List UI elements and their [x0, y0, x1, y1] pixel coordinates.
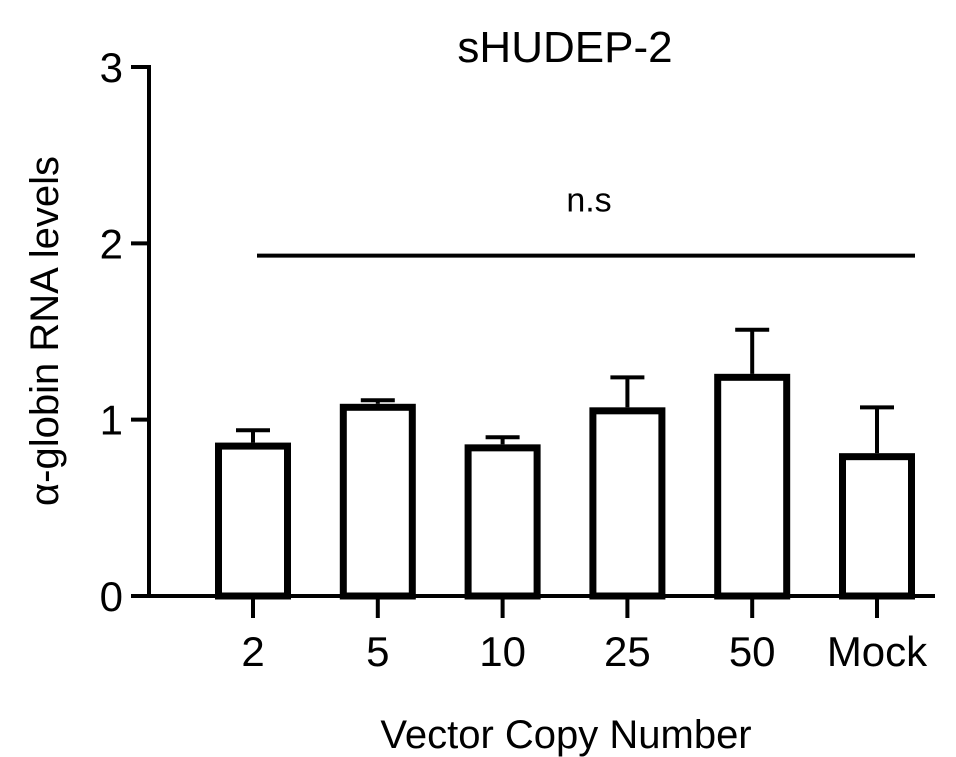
x-tick-label: 50: [729, 628, 776, 675]
significance-label: n.s: [566, 182, 611, 220]
bar: [839, 453, 915, 600]
bars-group: [215, 327, 915, 600]
x-tick-label: 10: [479, 628, 526, 675]
bar: [714, 373, 791, 600]
significance-annotation: n.s: [257, 182, 915, 258]
y-tick-label: 1: [100, 397, 123, 444]
bar: [464, 444, 541, 600]
bar: [339, 403, 416, 600]
x-tick-label: 5: [366, 628, 389, 675]
x-tick-label: 25: [604, 628, 651, 675]
bar: [589, 407, 666, 600]
y-axis-label: α-globin RNA levels: [23, 156, 67, 506]
x-tick-label: Mock: [827, 628, 928, 675]
y-tick-label: 0: [100, 573, 123, 620]
y-tick-label: 3: [100, 44, 123, 91]
bar: [215, 442, 291, 600]
y-tick-label: 2: [100, 220, 123, 267]
x-axis-label: Vector Copy Number: [380, 713, 751, 757]
chart-title: sHUDEP-2: [457, 23, 672, 72]
x-tick-label: 2: [241, 628, 264, 675]
